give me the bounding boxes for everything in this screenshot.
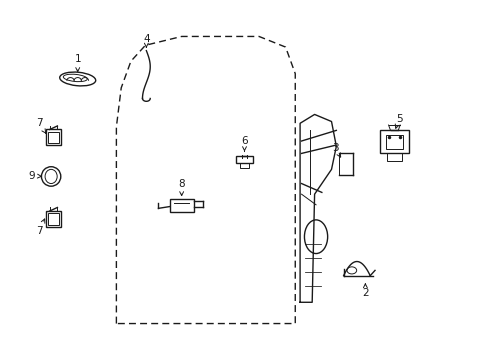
Text: 7: 7: [36, 219, 45, 237]
Bar: [239, 163, 249, 168]
Text: 1: 1: [74, 54, 81, 72]
Bar: [385, 135, 402, 149]
Text: 3: 3: [331, 143, 340, 157]
Bar: [46, 130, 61, 145]
Text: 5: 5: [394, 114, 402, 128]
Bar: [386, 153, 401, 161]
Bar: [46, 211, 61, 227]
Text: 2: 2: [361, 284, 368, 298]
Bar: [48, 132, 59, 143]
Text: 7: 7: [36, 118, 46, 134]
Text: 9: 9: [28, 171, 41, 181]
Text: 4: 4: [143, 34, 149, 47]
Text: 6: 6: [241, 136, 247, 152]
Bar: [379, 130, 408, 153]
Bar: [48, 213, 59, 225]
Bar: [169, 199, 193, 212]
Bar: [235, 156, 253, 163]
Text: 8: 8: [178, 179, 184, 195]
